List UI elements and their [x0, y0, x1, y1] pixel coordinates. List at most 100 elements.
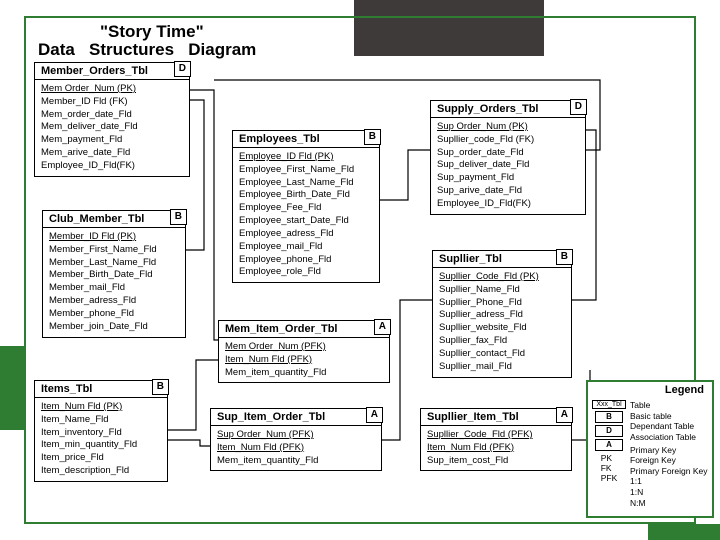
table-supply_orders: Supply_Orders_TblDSup Order_Num (PK)Supl… [430, 100, 586, 215]
table-field: Item_Name_Fld [41, 414, 161, 427]
table-name: Employees_Tbl [239, 133, 320, 145]
table-field: Sup Order_Num (PFK) [217, 429, 375, 442]
table-name: Sup_Item_Order_Tbl [217, 411, 325, 423]
table-field: Employee_Birth_Date_Fld [239, 189, 373, 202]
table-fields: Mem Order_Num (PFK)Item_Num Fld (PFK)Mem… [219, 338, 389, 382]
table-field: Member_ID Fld (PK) [49, 231, 179, 244]
table-employees: Employees_TblBEmployee_ID Fld (PK)Employ… [232, 130, 380, 283]
table-field: Item_inventory_Fld [41, 427, 161, 440]
table-badge: A [374, 319, 391, 335]
table-field: Item_Num Fld (PFK) [427, 442, 565, 455]
legend-badge-b: B [595, 411, 623, 423]
table-field: Member_phone_Fld [49, 308, 179, 321]
table-badge: D [174, 61, 191, 77]
legend-keys: PK FK PFK [601, 453, 618, 484]
table-supllier_item: Supllier_Item_TblASupllier_Code_Fld (PFK… [420, 408, 572, 471]
table-field: Supllier_mail_Fld [439, 361, 565, 374]
legend-title: Legend [588, 382, 712, 398]
table-header: Supllier_Item_TblA [421, 409, 571, 426]
table-mem_item_order: Mem_Item_Order_Tbl A Mem Order_Num (PFK)It… [218, 320, 390, 383]
table-field: Sup_deliver_date_Fld [437, 159, 579, 172]
table-header: Supply_Orders_TblD [431, 101, 585, 118]
table-field: Employee_ID Fld (PK) [239, 151, 373, 164]
table-field: Mem Order_Num (PK) [41, 83, 183, 96]
table-field: Sup Order_Num (PK) [437, 121, 579, 134]
table-field: Member_Last_Name_Fld [49, 257, 179, 270]
table-field: Supllier_Phone_Fld [439, 297, 565, 310]
table-name: Items_Tbl [41, 383, 92, 395]
table-fields: Mem Order_Num (PK)Member_ID Fld (FK)Mem_… [35, 80, 189, 176]
table-field: Supllier_contact_Fld [439, 348, 565, 361]
table-field: Member_join_Date_Fld [49, 321, 179, 334]
legend-symbols: Xxx_Tbl B D A PK FK PFK [592, 400, 626, 508]
table-field: Mem_arive_date_Fld [41, 147, 183, 160]
legend-badge-d: D [595, 425, 623, 437]
green-accent-bottom [648, 524, 720, 540]
table-header: Club_Member_Tbl B [43, 211, 185, 228]
table-field: Employee_ID_Fld(FK) [437, 198, 579, 211]
table-badge: A [366, 407, 383, 423]
table-name: Mem_Item_Order_Tbl [225, 323, 337, 335]
table-field: Employee_Last_Name_Fld [239, 177, 373, 190]
table-fields: Member_ID Fld (PK)Member_First_Name_FldM… [43, 228, 185, 337]
table-fields: Sup Order_Num (PFK)Item_Num Fld (PFK)Mem… [211, 426, 381, 470]
table-field: Member_ID Fld (FK) [41, 96, 183, 109]
table-field: Supllier_fax_Fld [439, 335, 565, 348]
table-badge: D [570, 99, 587, 115]
table-field: Supllier_adress_Fld [439, 309, 565, 322]
table-items: Items_Tbl B Item_Num Fld (PK)Item_Name_Fld… [34, 380, 168, 482]
table-fields: Employee_ID Fld (PK)Employee_First_Name_… [233, 148, 379, 282]
table-field: Employee_adress_Fld [239, 228, 373, 241]
table-field: Mem_item_quantity_Fld [217, 455, 375, 468]
table-field: Member_adress_Fld [49, 295, 179, 308]
table-supllier: Supllier_TblBSupllier_Code_Fld (PK)Supll… [432, 250, 572, 378]
title-word-structures: Structures [89, 40, 174, 59]
table-field: Employee_role_Fld [239, 266, 373, 279]
title-word-data: Data [38, 40, 75, 59]
table-field: Item_Num Fld (PK) [41, 401, 161, 414]
table-field: Employee_phone_Fld [239, 254, 373, 267]
table-header: Mem_Item_Order_Tbl A [219, 321, 389, 338]
table-field: Item_Num Fld (PFK) [225, 354, 383, 367]
table-field: Mem_deliver_date_Fld [41, 121, 183, 134]
table-badge: B [556, 249, 573, 265]
table-badge: B [364, 129, 381, 145]
table-field: Employee_Fee_Fld [239, 202, 373, 215]
legend-box: Legend Xxx_Tbl B D A PK FK PFK Table Bas… [586, 380, 714, 518]
table-sup_item_order: Sup_Item_Order_Tbl A Sup Order_Num (PFK)It… [210, 408, 382, 471]
table-name: Supllier_Tbl [439, 253, 502, 265]
table-field: Member_mail_Fld [49, 282, 179, 295]
table-badge: B [152, 379, 169, 395]
legend-mini-table: Xxx_Tbl [592, 400, 626, 409]
table-header: Items_Tbl B [35, 381, 167, 398]
table-field: Employee_First_Name_Fld [239, 164, 373, 177]
table-fields: Supllier_Code_Fld (PFK)Item_Num Fld (PFK… [421, 426, 571, 470]
table-field: Sup_arive_date_Fld [437, 185, 579, 198]
table-field: Mem Order_Num (PFK) [225, 341, 383, 354]
table-member_orders: Member_Orders_TblDMem Order_Num (PK)Memb… [34, 62, 190, 177]
table-header: Member_Orders_Tbl D [35, 63, 189, 80]
table-field: Mem_payment_Fld [41, 134, 183, 147]
table-field: Supllier_code_Fld (FK) [437, 134, 579, 147]
table-field: Supllier_website_Fld [439, 322, 565, 335]
table-header: Sup_Item_Order_Tbl A [211, 409, 381, 426]
table-field: Supllier_Code_Fld (PK) [439, 271, 565, 284]
table-field: Mem_order_date_Fld [41, 109, 183, 122]
table-fields: Sup Order_Num (PK)Supllier_code_Fld (FK)… [431, 118, 585, 214]
table-header: Supllier_Tbl B [433, 251, 571, 268]
table-badge: B [170, 209, 187, 225]
table-field: Sup_order_date_Fld [437, 147, 579, 160]
table-name: Member_Orders_Tbl [41, 65, 148, 77]
table-field: Employee_mail_Fld [239, 241, 373, 254]
table-header: Employees_Tbl B [233, 131, 379, 148]
table-field: Supllier_Name_Fld [439, 284, 565, 297]
table-field: Mem_item_quantity_Fld [225, 367, 383, 380]
table-name: Supllier_Item_Tbl [427, 411, 519, 423]
legend-badge-a: A [595, 439, 623, 451]
title-word-diagram: Diagram [188, 40, 256, 59]
table-field: Item_price_Fld [41, 452, 161, 465]
table-field: Supllier_Code_Fld (PFK) [427, 429, 565, 442]
table-name: Club_Member_Tbl [49, 213, 144, 225]
table-field: Sup_payment_Fld [437, 172, 579, 185]
title-line-1: "Story Time" [100, 22, 204, 42]
